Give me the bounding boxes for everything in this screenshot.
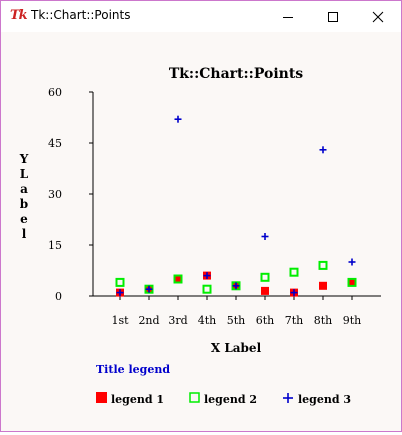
series-1-point [319, 281, 327, 290]
x-tick-label: 4th [198, 314, 217, 327]
series-3-point [174, 115, 182, 123]
chart-legend: legend 1 legend 2 legend 3 [96, 392, 351, 406]
series-3-point [290, 289, 298, 297]
x-axis-ticks: 1st 2nd 3rd 4th 5th 6th 7th 8th 9th [111, 296, 361, 327]
y-axis-label-char: b [20, 197, 28, 211]
minimize-button[interactable] [265, 1, 311, 32]
legend-title: Title legend [96, 363, 170, 376]
x-tick-label: 3rd [168, 314, 187, 327]
y-axis-ticks: 0 15 30 45 60 [48, 86, 93, 303]
series-2-point [318, 260, 328, 270]
series-2-point [202, 284, 212, 294]
x-axis-label: X Label [211, 341, 262, 355]
series-1-point [261, 286, 269, 295]
legend-2-label: legend 2 [204, 393, 257, 406]
series-2-point [115, 277, 125, 287]
series-3-point [203, 272, 211, 280]
legend-3-swatch [283, 393, 293, 403]
y-axis-label-char: L [20, 167, 29, 181]
y-tick-label: 30 [48, 188, 62, 201]
maximize-icon [328, 11, 338, 22]
series-3-point [116, 289, 124, 297]
x-tick-label: 9th [343, 314, 362, 327]
chart-points [115, 115, 357, 297]
series-1-point [174, 275, 182, 283]
series-3-point [348, 258, 356, 266]
series-2-point [173, 274, 183, 284]
legend-3-label: legend 3 [298, 393, 351, 406]
x-tick-label: 8th [314, 314, 333, 327]
y-tick-label: 0 [55, 290, 62, 303]
chart-axes [92, 92, 381, 297]
series-2-point [347, 277, 357, 287]
x-tick-label: 6th [256, 314, 275, 327]
x-tick-label: 1st [111, 314, 129, 327]
title-bar[interactable]: Tk Tk::Chart::Points [1, 1, 401, 32]
series-2-point [260, 272, 270, 282]
close-button[interactable] [355, 1, 401, 32]
window-title: Tk::Chart::Points [31, 8, 131, 22]
minimize-icon [283, 16, 293, 18]
y-axis-label-char: e [20, 212, 28, 226]
series-3-point [319, 146, 327, 154]
x-tick-label: 5th [227, 314, 246, 327]
series-3-point [261, 233, 269, 240]
y-axis-label-char: l [22, 227, 27, 241]
y-axis-label-char: Y [19, 152, 29, 166]
chart-title: Tk::Chart::Points [169, 66, 303, 82]
series-1-point [348, 278, 356, 287]
y-axis-label-char: a [20, 182, 28, 196]
y-tick-label: 45 [48, 137, 62, 150]
y-tick-label: 60 [48, 86, 62, 99]
y-tick-label: 15 [48, 239, 62, 252]
series-3-point [232, 282, 240, 290]
legend-1-label: legend 1 [111, 393, 164, 406]
x-tick-label: 2nd [138, 314, 159, 327]
legend-2-swatch [189, 392, 200, 403]
close-icon [372, 11, 384, 22]
maximize-button[interactable] [310, 1, 356, 32]
series-2-point [289, 267, 299, 277]
series-3-point [145, 285, 153, 293]
tk-logo-icon: Tk [10, 8, 28, 23]
x-tick-label: 7th [285, 314, 304, 327]
legend-1-swatch [96, 392, 107, 403]
